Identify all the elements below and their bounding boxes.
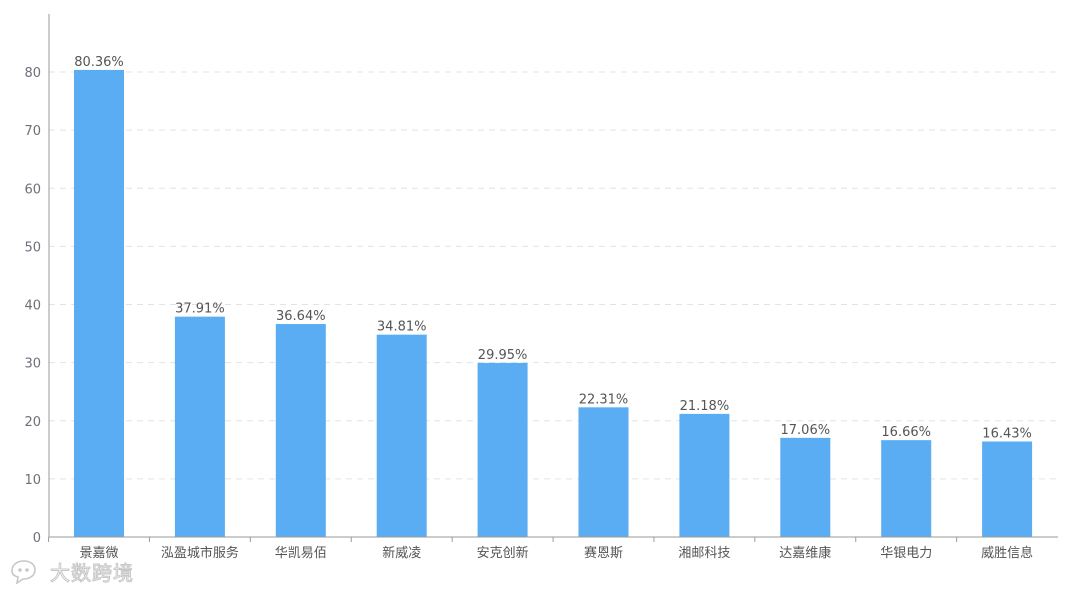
y-tick-label: 50 [24,240,41,255]
bar [275,324,326,537]
bar [982,441,1033,537]
bar [578,407,629,537]
y-tick-label: 70 [24,124,41,139]
data-label: 36.64% [276,309,326,324]
bar [881,440,932,537]
x-tick-label: 达嘉维康 [779,545,831,561]
x-tick-label: 新威凌 [382,545,421,561]
bar [477,362,528,537]
x-tick-label: 威胜信息 [981,545,1033,561]
data-label: 22.31% [579,392,629,407]
watermark-text: 大数跨境 [50,560,134,585]
y-tick-label: 0 [33,531,41,546]
x-tick-label: 泓盈城市服务 [161,545,239,561]
x-tick-label: 华银电力 [880,546,932,561]
y-tick-label: 40 [24,299,41,314]
x-tick-label: 湘邮科技 [678,546,730,561]
watermark: 大数跨境 [8,556,134,586]
y-tick-label: 80 [24,66,41,81]
bar [679,413,730,537]
data-label: 34.81% [377,320,427,335]
x-tick-label: 赛恩斯 [584,545,623,561]
x-tick-label: 景嘉微 [79,546,118,561]
data-label: 21.18% [680,399,730,414]
data-label: 37.91% [175,302,225,317]
x-tick-label: 华凯易佰 [275,546,327,561]
bar [376,334,427,537]
bar [74,69,124,537]
y-tick-label: 10 [24,473,41,488]
bar [780,437,831,537]
y-tick-label: 20 [24,415,41,430]
chat-bubble-icon [11,560,36,584]
data-label: 16.43% [982,427,1032,442]
x-tick-label: 安克创新 [477,545,529,561]
y-tick-label: 60 [24,182,41,197]
data-label: 80.36% [74,55,124,70]
y-tick-label: 30 [24,357,41,372]
data-label: 16.66% [881,425,931,440]
bar [174,316,225,537]
data-label: 17.06% [781,423,831,438]
data-label: 29.95% [478,348,528,363]
